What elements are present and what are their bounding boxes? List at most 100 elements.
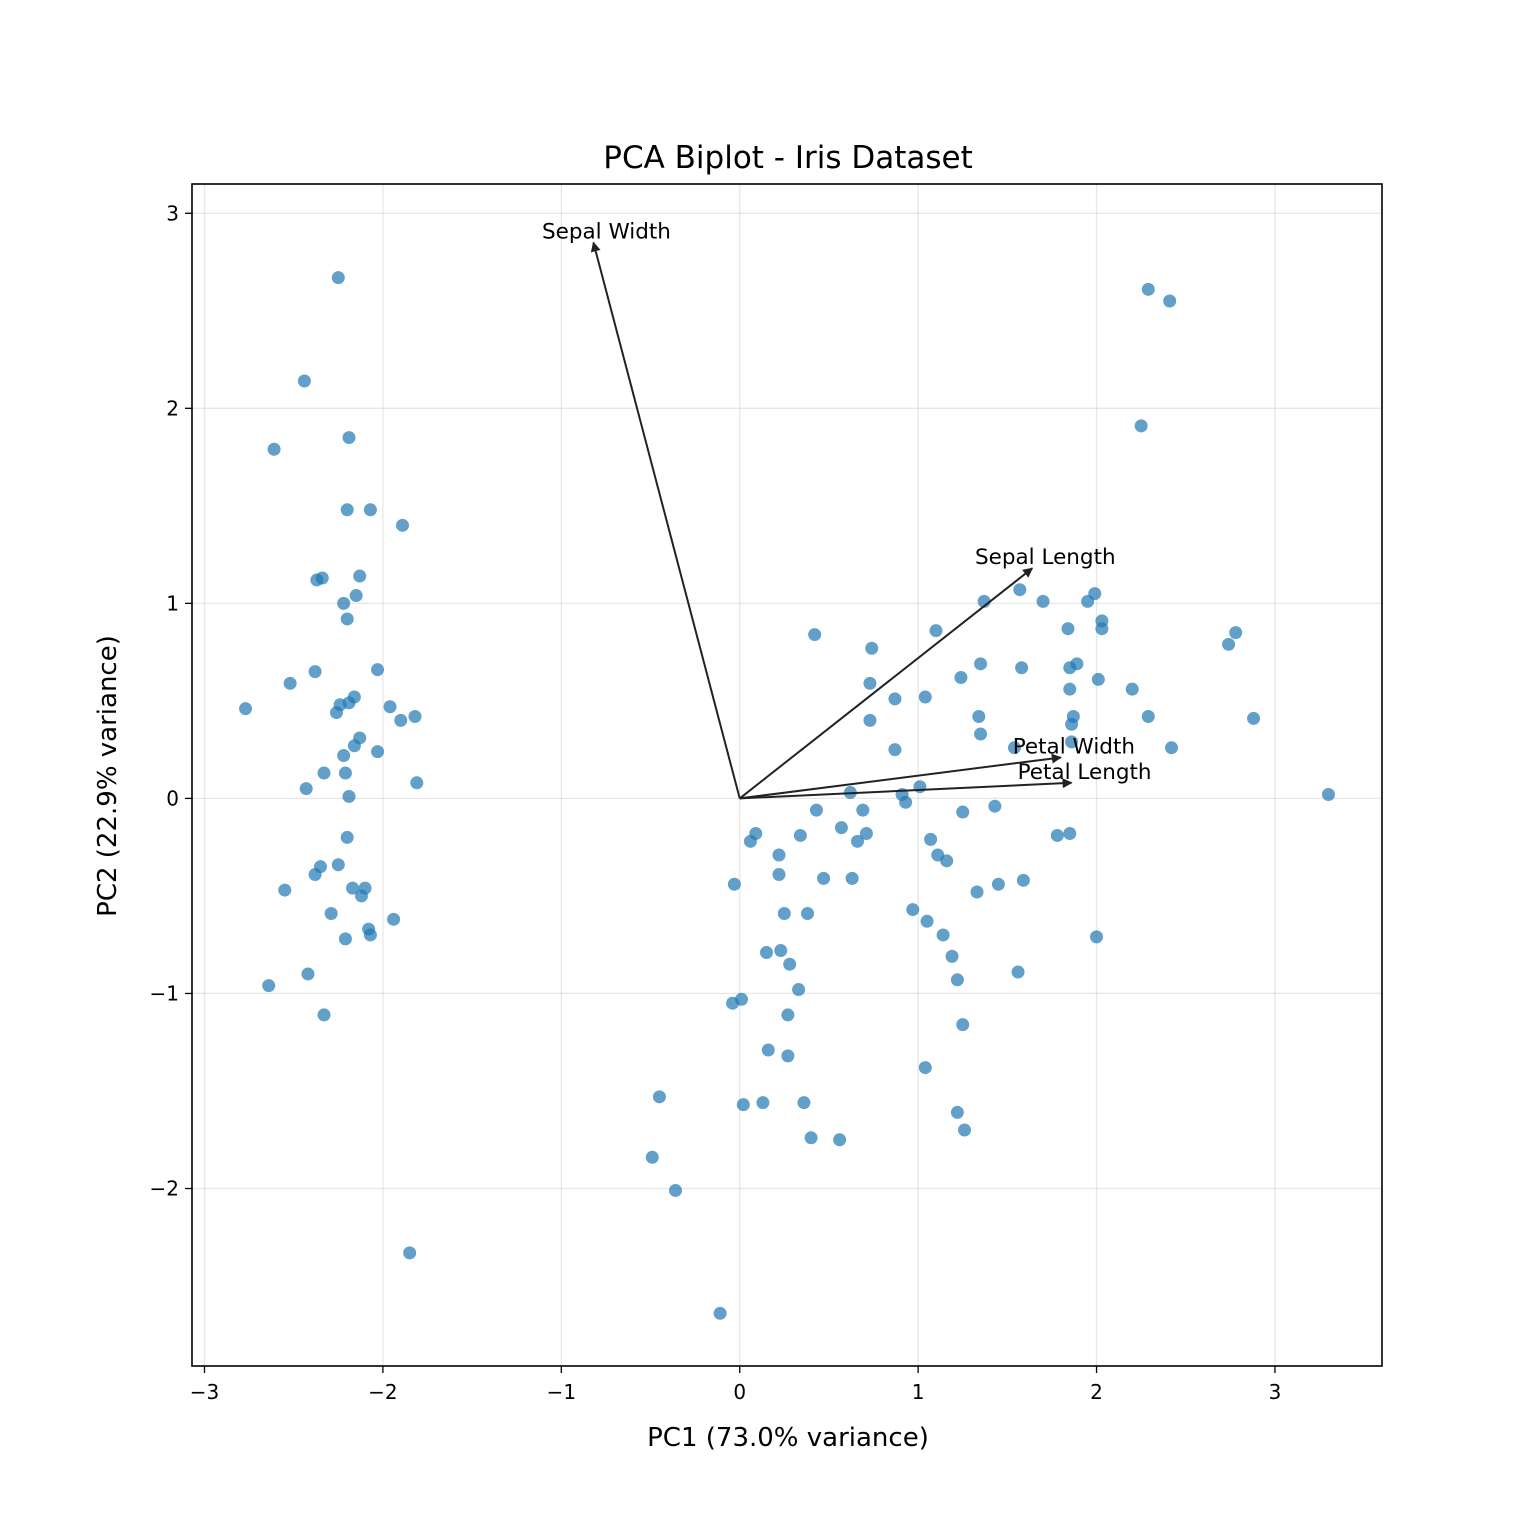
loading-arrow [739, 778, 1073, 800]
data-point [1011, 965, 1025, 979]
data-point [834, 821, 848, 835]
data-point [324, 906, 338, 920]
data-point [958, 1123, 972, 1137]
data-point [347, 739, 361, 753]
data-point [1229, 626, 1243, 640]
data-point [262, 979, 276, 993]
data-point [781, 1008, 795, 1022]
data-point [974, 657, 988, 671]
data-point [1091, 672, 1105, 686]
data-point [924, 832, 938, 846]
data-point [940, 854, 954, 868]
data-point [899, 795, 913, 809]
data-point [918, 690, 932, 704]
data-point [772, 867, 786, 881]
y-tick-label: −1 [150, 981, 179, 1005]
data-point [1016, 873, 1030, 887]
data-point [888, 743, 902, 757]
data-point [920, 914, 934, 928]
data-point [317, 1008, 331, 1022]
data-point [833, 1133, 847, 1147]
data-point [845, 871, 859, 885]
data-point [950, 1105, 964, 1119]
data-point [363, 503, 377, 517]
data-point [1065, 717, 1079, 731]
data-point [1164, 741, 1178, 755]
data-point [970, 885, 984, 899]
data-point [1063, 682, 1077, 696]
data-point [338, 932, 352, 946]
data-point [863, 713, 877, 727]
data-point [342, 696, 356, 710]
y-tick-label: 1 [166, 591, 179, 615]
y-axis-label: PC2 (22.9% variance) [93, 635, 123, 917]
loading-label: Petal Width [1013, 734, 1135, 759]
data-point [804, 1131, 818, 1145]
data-point [331, 271, 345, 285]
data-point [761, 1043, 775, 1057]
data-point [239, 702, 253, 716]
data-point [363, 928, 377, 942]
data-point [956, 805, 970, 819]
data-point [645, 1150, 659, 1164]
data-point [338, 766, 352, 780]
data-point [906, 903, 920, 917]
data-point [772, 848, 786, 862]
data-point [727, 877, 741, 891]
data-point [797, 1096, 811, 1110]
x-tick-label: 0 [733, 1380, 746, 1404]
data-point [736, 1098, 750, 1112]
data-point [956, 1018, 970, 1032]
data-point [337, 596, 351, 610]
x-axis-label: PC1 (73.0% variance) [647, 1423, 929, 1453]
scatter-points [239, 271, 1335, 1320]
loading-label: Petal Length [1018, 760, 1152, 785]
data-point [954, 670, 968, 684]
data-point [1125, 682, 1139, 696]
data-point [809, 803, 823, 817]
data-point [337, 748, 351, 762]
data-point [1007, 741, 1021, 755]
data-point [371, 745, 385, 759]
data-point [317, 766, 331, 780]
data-point [1141, 282, 1155, 296]
loading-vectors [590, 241, 1073, 800]
data-point [988, 799, 1002, 813]
data-point [918, 1061, 932, 1075]
data-point [743, 834, 757, 848]
loading-label: Sepal Width [542, 220, 671, 245]
data-point [340, 503, 354, 517]
data-point [394, 713, 408, 727]
data-point [1134, 419, 1148, 433]
data-point [756, 1096, 770, 1110]
data-point [1036, 594, 1050, 608]
data-point [342, 431, 356, 445]
data-point [1065, 735, 1079, 749]
data-point [735, 992, 749, 1006]
data-point [950, 973, 964, 987]
data-point [652, 1090, 666, 1104]
data-point [936, 928, 950, 942]
data-point [850, 834, 864, 848]
data-point [331, 858, 345, 872]
data-point [1070, 657, 1084, 671]
data-point [913, 780, 927, 794]
data-point [1141, 709, 1155, 723]
data-point [781, 1049, 795, 1063]
data-point [408, 709, 422, 723]
x-tick-label: −2 [368, 1380, 397, 1404]
data-point [301, 967, 315, 981]
data-point [340, 830, 354, 844]
data-point [410, 776, 424, 790]
loading-arrow [739, 567, 1034, 800]
x-tick-label: 2 [1090, 1380, 1103, 1404]
data-point [1013, 583, 1027, 597]
data-point [974, 727, 988, 741]
x-tick-label: −1 [547, 1380, 576, 1404]
data-point [403, 1246, 417, 1260]
x-tick-label: 1 [912, 1380, 925, 1404]
data-point [801, 906, 815, 920]
data-point [1321, 788, 1335, 802]
data-point [1050, 828, 1064, 842]
data-point [346, 881, 360, 895]
